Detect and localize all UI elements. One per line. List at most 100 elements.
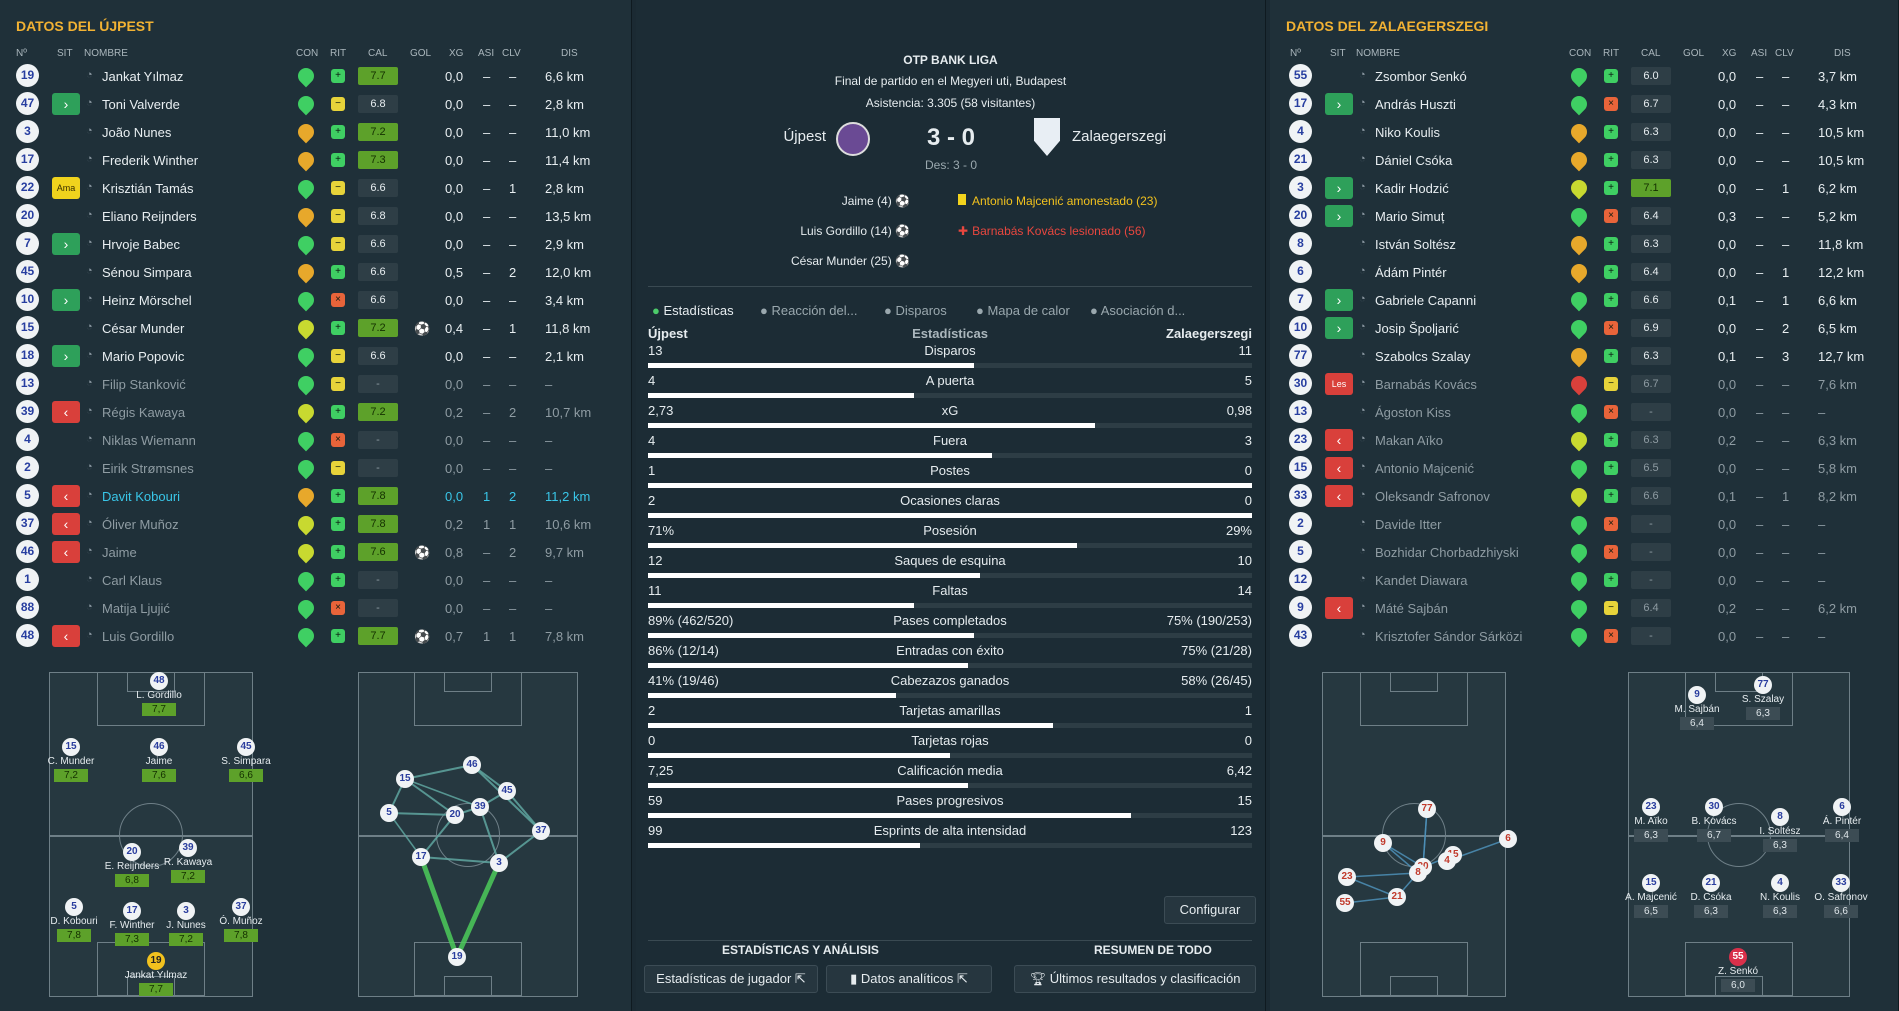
player-name[interactable]: Filip Stanković bbox=[102, 377, 186, 392]
player-row[interactable]: 43 ◔ Krisztofer Sándor Sárközi × - 0,0 – – – bbox=[1270, 622, 1898, 650]
player-row[interactable]: 17 ◔ Frederik Winther +7.3 0,0 – – 11,4 km bbox=[0, 146, 631, 174]
player-row[interactable]: 5 ◔ Bozhidar Chorbadzhiyski × - 0,0 – – – bbox=[1270, 538, 1898, 566]
col-con[interactable]: CON bbox=[1569, 48, 1592, 59]
player-row[interactable]: 46 ‹ ◔ Jaime +7.6 ⚽ 0,8 – 2 9,7 km bbox=[0, 538, 631, 566]
formation-player-number[interactable]: 30 bbox=[1705, 798, 1723, 816]
pass-node[interactable]: 39 bbox=[471, 798, 489, 816]
player-stats-button[interactable]: Estadísticas de jugador ⇱ bbox=[644, 965, 818, 993]
col-asi[interactable]: ASI bbox=[478, 48, 495, 59]
col-xg[interactable]: XG bbox=[449, 48, 464, 59]
player-row[interactable]: 33 ‹ ◔ Oleksandr Safronov +6.6 0,1 – 1 8,2 km bbox=[1270, 482, 1898, 510]
player-name[interactable]: Jankat Yılmaz bbox=[102, 69, 184, 84]
player-row[interactable]: 3 › ◔ Kadir Hodzić +7.1 0,0 – 1 6,2 km bbox=[1270, 174, 1898, 202]
player-name[interactable]: Kadir Hodzić bbox=[1375, 181, 1449, 196]
player-name[interactable]: Josip Špoljarić bbox=[1375, 321, 1459, 336]
analytics-button[interactable]: ▮ Datos analíticos ⇱ bbox=[826, 965, 992, 993]
pass-node[interactable]: 45 bbox=[498, 782, 516, 800]
col-asi[interactable]: ASI bbox=[1751, 48, 1768, 59]
formation-player-number[interactable]: 45 bbox=[237, 738, 255, 756]
col-clv[interactable]: CLV bbox=[1775, 48, 1794, 59]
col-name[interactable]: NOMBRE bbox=[1356, 48, 1400, 59]
col-cal[interactable]: CAL bbox=[368, 48, 388, 59]
formation-player-number[interactable]: 39 bbox=[179, 839, 197, 857]
formation-player-number[interactable]: 17 bbox=[123, 902, 141, 920]
player-row[interactable]: 13 ◔ Ágoston Kiss × - 0,0 – – – bbox=[1270, 398, 1898, 426]
player-row[interactable]: 47 › ◔ Toni Valverde −6.8 0,0 – – 2,8 km bbox=[0, 90, 631, 118]
formation-player-number[interactable]: 8 bbox=[1771, 808, 1789, 826]
results-button[interactable]: 🏆︎ Últimos resultados y clasificación bbox=[1014, 965, 1256, 993]
player-row[interactable]: 10 › ◔ Josip Špoljarić × 6.9 0,0 – 2 6,5 km bbox=[1270, 314, 1898, 342]
pass-node[interactable]: 4 bbox=[1438, 852, 1456, 870]
player-row[interactable]: 8 ◔ István Soltész +6.3 0,0 – – 11,8 km bbox=[1270, 230, 1898, 258]
player-name[interactable]: Sénou Simpara bbox=[102, 265, 192, 280]
configure-button[interactable]: Configurar bbox=[1164, 896, 1256, 924]
player-row[interactable]: 18 › ◔ Mario Popovic −6.6 0,0 – – 2,1 km bbox=[0, 342, 631, 370]
player-row[interactable]: 48 ‹ ◔ Luis Gordillo +7.7 ⚽ 0,7 1 1 7,8 km bbox=[0, 622, 631, 650]
player-name[interactable]: Mario Simuț bbox=[1375, 209, 1445, 224]
pass-node[interactable]: 15 bbox=[396, 770, 414, 788]
player-row[interactable]: 15 ◔ César Munder +7.2 ⚽ 0,4 – 1 11,8 km bbox=[0, 314, 631, 342]
player-row[interactable]: 30 Les ◔ Barnabás Kovács −6.7 0,0 – – 7,6 km bbox=[1270, 370, 1898, 398]
col-gol[interactable]: GOL bbox=[1683, 48, 1705, 59]
formation-player-number[interactable]: 4 bbox=[1771, 874, 1789, 892]
col-sit[interactable]: SIT bbox=[1330, 48, 1346, 59]
formation-player-number[interactable]: 9 bbox=[1688, 686, 1706, 704]
player-name[interactable]: Heinz Mörschel bbox=[102, 293, 192, 308]
player-name[interactable]: Máté Sajbán bbox=[1375, 601, 1448, 616]
pass-node[interactable]: 8 bbox=[1409, 864, 1427, 882]
player-row[interactable]: 17 › ◔ András Huszti × 6.7 0,0 – – 4,3 km bbox=[1270, 90, 1898, 118]
player-row[interactable]: 37 ‹ ◔ Óliver Muñoz +7.8 0,2 1 1 10,6 km bbox=[0, 510, 631, 538]
player-row[interactable]: 9 ‹ ◔ Máté Sajbán −6.4 0,2 – – 6,2 km bbox=[1270, 594, 1898, 622]
col-rit[interactable]: RIT bbox=[330, 48, 347, 59]
player-name[interactable]: Antonio Majcenić bbox=[1375, 461, 1474, 476]
player-name[interactable]: João Nunes bbox=[102, 125, 172, 140]
player-name[interactable]: Óliver Muñoz bbox=[102, 517, 179, 532]
col-dis[interactable]: DIS bbox=[1834, 48, 1851, 59]
formation-player-number[interactable]: 46 bbox=[150, 738, 168, 756]
player-row[interactable]: 39 ‹ ◔ Régis Kawaya +7.2 0,2 – 2 10,7 km bbox=[0, 398, 631, 426]
player-name[interactable]: Oleksandr Safronov bbox=[1375, 489, 1490, 504]
formation-player-number[interactable]: 77 bbox=[1754, 676, 1772, 694]
pass-node[interactable]: 21 bbox=[1388, 888, 1406, 906]
player-row[interactable]: 13 ◔ Filip Stanković − - 0,0 – – – bbox=[0, 370, 631, 398]
player-name[interactable]: Niko Koulis bbox=[1375, 125, 1441, 140]
player-row[interactable]: 2 ◔ Davide Itter × - 0,0 – – – bbox=[1270, 510, 1898, 538]
player-name[interactable]: Niklas Wiemann bbox=[102, 433, 196, 448]
player-row[interactable]: 23 ‹ ◔ Makan Aïko +6.3 0,2 – – 6,3 km bbox=[1270, 426, 1898, 454]
tab-heatmap[interactable]: ● Mapa de calor bbox=[976, 303, 1070, 318]
player-name[interactable]: Bozhidar Chorbadzhiyski bbox=[1375, 545, 1519, 560]
player-row[interactable]: 7 › ◔ Gabriele Capanni +6.6 0,1 – 1 6,6 km bbox=[1270, 286, 1898, 314]
col-xg[interactable]: XG bbox=[1722, 48, 1737, 59]
player-row[interactable]: 19 ◔ Jankat Yılmaz +7.7 0,0 – – 6,6 km bbox=[0, 62, 631, 90]
player-name[interactable]: István Soltész bbox=[1375, 237, 1456, 252]
player-name[interactable]: Jaime bbox=[102, 545, 137, 560]
tab-shots[interactable]: ● Disparos bbox=[884, 303, 947, 318]
formation-player-number[interactable]: 15 bbox=[1642, 874, 1660, 892]
tab-reaction[interactable]: ● Reacción del... bbox=[760, 303, 858, 318]
formation-player-number[interactable]: 15 bbox=[62, 738, 80, 756]
col-gol[interactable]: GOL bbox=[410, 48, 432, 59]
player-row[interactable]: 12 ◔ Kandet Diawara + - 0,0 – – – bbox=[1270, 566, 1898, 594]
player-row[interactable]: 4 ◔ Niklas Wiemann × - 0,0 – – – bbox=[0, 426, 631, 454]
player-name[interactable]: Gabriele Capanni bbox=[1375, 293, 1477, 308]
pass-node[interactable]: 5 bbox=[380, 804, 398, 822]
player-row[interactable]: 21 ◔ Dániel Csóka +6.3 0,0 – – 10,5 km bbox=[1270, 146, 1898, 174]
player-row[interactable]: 15 ‹ ◔ Antonio Majcenić +6.5 0,0 – – 5,8 km bbox=[1270, 454, 1898, 482]
pass-node[interactable]: 37 bbox=[532, 822, 550, 840]
col-dis[interactable]: DIS bbox=[561, 48, 578, 59]
player-row[interactable]: 20 ◔ Eliano Reijnders −6.8 0,0 – – 13,5 km bbox=[0, 202, 631, 230]
col-sit[interactable]: SIT bbox=[57, 48, 73, 59]
player-row[interactable]: 7 › ◔ Hrvoje Babec −6.6 0,0 – – 2,9 km bbox=[0, 230, 631, 258]
player-name[interactable]: Dániel Csóka bbox=[1375, 153, 1453, 168]
player-name[interactable]: Davit Kobouri bbox=[102, 489, 181, 504]
pass-node[interactable]: 9 bbox=[1374, 834, 1392, 852]
formation-player-number[interactable]: 48 bbox=[150, 672, 168, 690]
player-row[interactable]: 88 ◔ Matija Ljujić × - 0,0 – – – bbox=[0, 594, 631, 622]
player-row[interactable]: 45 ◔ Sénou Simpara +6.6 0,5 – 2 12,0 km bbox=[0, 258, 631, 286]
formation-player-number[interactable]: 20 bbox=[123, 843, 141, 861]
player-name[interactable]: Szabolcs Szalay bbox=[1375, 349, 1471, 364]
formation-player-number[interactable]: 21 bbox=[1702, 874, 1720, 892]
pass-node[interactable]: 55 bbox=[1336, 894, 1354, 912]
pass-node[interactable]: 46 bbox=[463, 756, 481, 774]
pass-node[interactable]: 19 bbox=[448, 948, 466, 966]
